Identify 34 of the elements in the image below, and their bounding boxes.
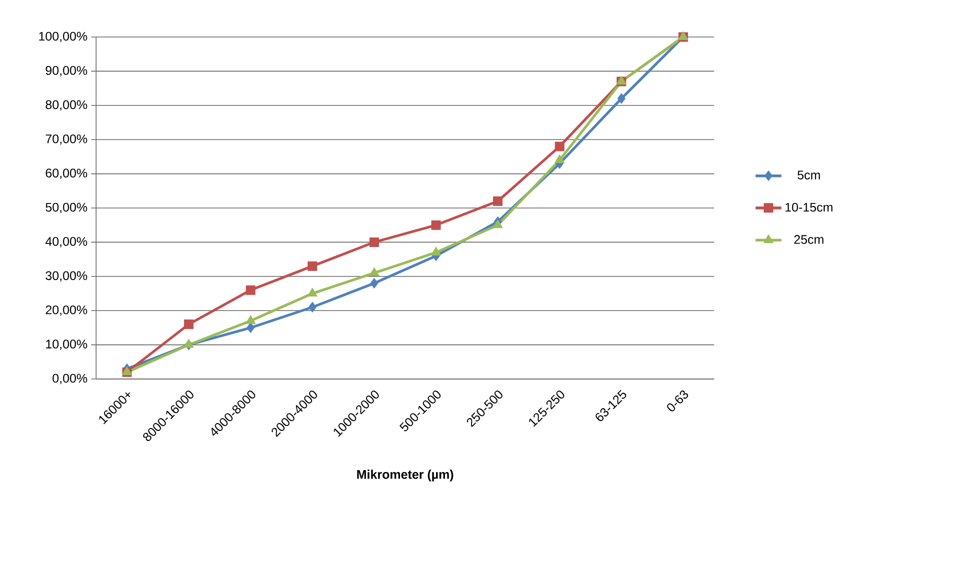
legend-label: 10-15cm xyxy=(786,202,832,212)
point xyxy=(430,246,442,256)
point xyxy=(184,320,194,330)
y-tick-label: 40,00% xyxy=(45,237,88,248)
point xyxy=(308,261,318,271)
y-tick-label: 30,00% xyxy=(46,271,88,282)
point xyxy=(554,154,565,164)
y-tick-label: 60,00% xyxy=(46,168,88,179)
point xyxy=(492,219,503,228)
point xyxy=(308,302,316,312)
y-tick-label: 80,00% xyxy=(46,100,88,111)
x-tick-label: 0-63 xyxy=(667,390,688,412)
point xyxy=(369,267,380,276)
y-tick-label: 50,00% xyxy=(46,202,88,214)
point xyxy=(184,339,194,348)
point xyxy=(246,285,256,295)
point xyxy=(246,315,256,324)
legend-label: 25cm xyxy=(794,235,824,244)
y-tick-label: 90,00% xyxy=(46,66,88,76)
legend-label: 5cm xyxy=(798,170,820,180)
y-tick-label: 0,00% xyxy=(52,374,88,384)
point xyxy=(307,288,318,296)
y-tick-label: 20,00% xyxy=(46,305,88,316)
point xyxy=(431,220,441,230)
point xyxy=(617,93,626,104)
point xyxy=(369,237,379,247)
point xyxy=(493,196,503,206)
y-tick-label: 100,00% xyxy=(39,32,88,42)
y-tick-label: 70,00% xyxy=(46,134,88,145)
point xyxy=(246,322,255,333)
point xyxy=(370,278,378,288)
point xyxy=(554,142,564,152)
x-axis-title: Mikrometer (µm) xyxy=(357,470,454,482)
y-tick-label: 10,00% xyxy=(46,340,88,350)
